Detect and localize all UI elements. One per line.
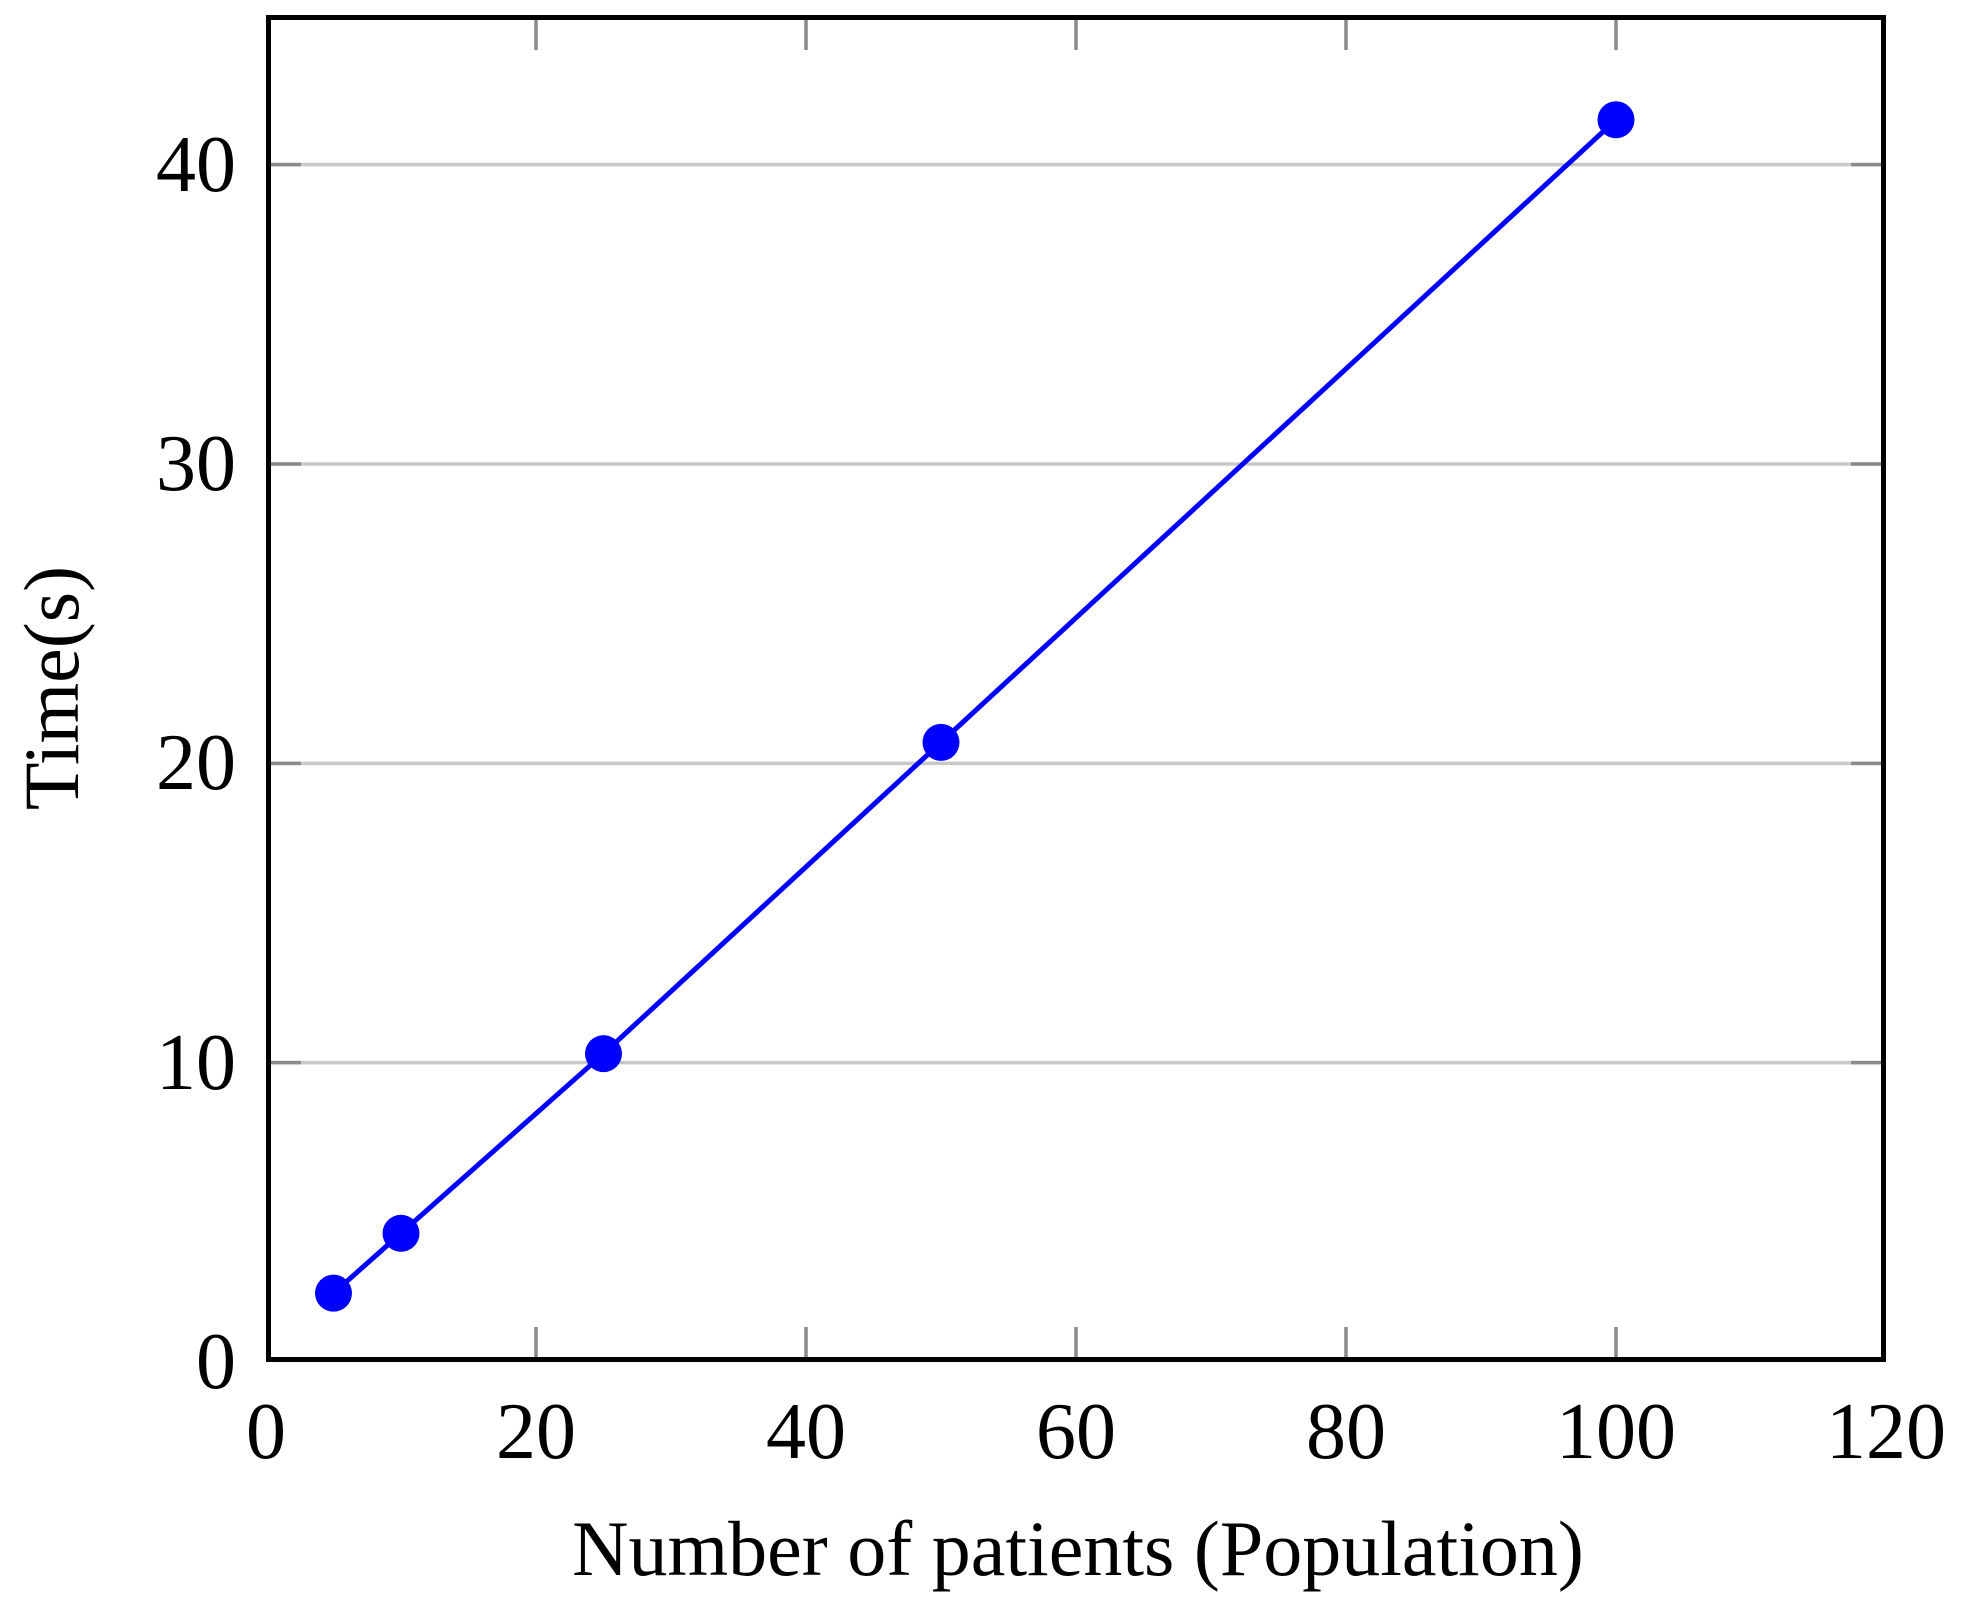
x-tick-label: 120 bbox=[1826, 1388, 1946, 1476]
data-point-marker bbox=[315, 1274, 352, 1312]
x-axis-title: Number of patients (Population) bbox=[572, 1505, 1584, 1592]
x-tick-label: 40 bbox=[766, 1388, 846, 1476]
y-tick-label: 0 bbox=[196, 1318, 236, 1406]
y-tick-label: 20 bbox=[156, 719, 236, 808]
y-tick-label: 10 bbox=[156, 1018, 236, 1107]
x-tick-label: 80 bbox=[1306, 1388, 1386, 1476]
plot-area bbox=[266, 15, 1886, 1362]
data-line bbox=[331, 117, 1618, 1296]
y-tick-label: 30 bbox=[156, 420, 236, 508]
x-tick-label: 100 bbox=[1556, 1388, 1676, 1476]
y-axis-title: Time(s) bbox=[8, 565, 95, 811]
axis-box bbox=[266, 15, 1886, 1362]
data-point-marker bbox=[585, 1035, 622, 1073]
y-tick-label: 40 bbox=[156, 120, 236, 209]
data-point-marker bbox=[1597, 101, 1635, 139]
data-point-marker bbox=[382, 1214, 420, 1252]
x-tick-label: 60 bbox=[1036, 1388, 1116, 1476]
data-point-marker bbox=[922, 723, 960, 761]
x-tick-label: 0 bbox=[246, 1388, 286, 1476]
x-tick-label: 20 bbox=[496, 1388, 576, 1476]
